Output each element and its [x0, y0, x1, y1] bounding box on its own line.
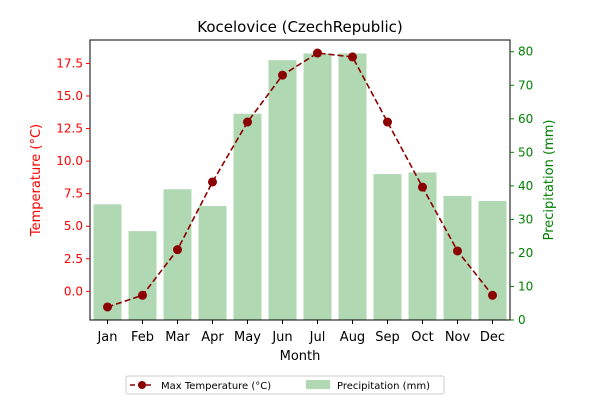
- left-tick-label: 10.0: [56, 154, 83, 168]
- y-axis-label-left: Temperature (°C): [29, 124, 44, 237]
- right-tick-label: 10: [518, 279, 533, 293]
- left-tick-label: 7.5: [64, 187, 83, 201]
- chart-title: Kocelovice (CzechRepublic): [197, 18, 403, 36]
- x-tick-label: May: [234, 330, 261, 345]
- right-tick-label: 80: [518, 45, 533, 59]
- x-tick-label: Feb: [131, 330, 154, 345]
- plot-frame: [89, 39, 511, 321]
- x-tick-label: Jun: [271, 330, 292, 345]
- x-tick-label: Apr: [201, 330, 224, 345]
- legend: Max Temperature (°C) Precipitation (mm): [125, 375, 445, 395]
- x-tick-label: Oct: [411, 330, 433, 345]
- bar-aug: [338, 53, 367, 320]
- legend-bar-swatch: [306, 380, 330, 389]
- bar-dec: [478, 200, 507, 320]
- temperature-point-jun: [278, 70, 287, 80]
- temperature-point-aug: [348, 52, 357, 62]
- temperature-point-jul: [313, 48, 322, 58]
- right-axis: 0 10 20 30 40 50 60 70 80: [510, 45, 533, 327]
- x-axis-label: Month: [280, 349, 321, 364]
- bar-jun: [268, 60, 297, 321]
- x-tick-label: Aug: [340, 330, 365, 345]
- x-tick-label: Jul: [309, 330, 326, 345]
- left-axis: 0.0 2.5 5.0 7.5 10.0 12.5 15.0 17.5: [56, 56, 90, 298]
- temperature-point-jan: [103, 302, 112, 312]
- bar-jul: [303, 53, 332, 320]
- right-tick-label: 40: [518, 179, 533, 193]
- bar-may: [233, 113, 262, 320]
- legend-label-temperature: Max Temperature (°C): [161, 381, 271, 392]
- right-tick-label: 60: [518, 112, 533, 126]
- bar-feb: [128, 231, 157, 320]
- legend-marker-swatch: [138, 381, 146, 389]
- x-tick-label: Sep: [375, 330, 400, 345]
- bar-apr: [198, 205, 227, 320]
- temperature-point-apr: [208, 177, 217, 187]
- temperature-point-nov: [453, 246, 462, 256]
- temperature-point-dec: [488, 290, 497, 300]
- bar-jan: [93, 204, 122, 320]
- temperature-line: [107, 52, 494, 308]
- bar-oct: [408, 172, 437, 320]
- right-tick-label: 50: [518, 145, 533, 159]
- right-tick-label: 20: [518, 246, 533, 260]
- x-tick-label: Jan: [96, 330, 117, 345]
- temperature-point-sep: [383, 117, 392, 127]
- line-layer: [103, 48, 497, 312]
- x-tick-label: Mar: [165, 330, 190, 345]
- bars-layer: [93, 53, 507, 321]
- left-tick-label: 5.0: [64, 219, 83, 233]
- right-tick-label: 0: [518, 313, 526, 327]
- temperature-point-feb: [138, 290, 147, 300]
- bar-nov: [443, 195, 472, 320]
- right-tick-label: 30: [518, 212, 533, 226]
- temperature-point-may: [243, 117, 252, 127]
- left-tick-label: 17.5: [56, 56, 83, 70]
- temperature-point-mar: [173, 245, 182, 255]
- left-tick-label: 2.5: [64, 252, 83, 266]
- temperature-point-oct: [418, 182, 427, 192]
- x-tick-label: Nov: [445, 330, 471, 345]
- legend-box: [125, 375, 445, 395]
- legend-label-precipitation: Precipitation (mm): [337, 381, 430, 392]
- y-axis-label-right: Precipitation (mm): [542, 120, 557, 241]
- left-tick-label: 0.0: [64, 284, 83, 298]
- left-tick-label: 12.5: [56, 122, 83, 136]
- x-tick-label: Dec: [480, 330, 505, 345]
- x-axis: Jan Feb Mar Apr May Jun Jul Aug Sep Oct Nov Dec: [96, 320, 505, 345]
- bar-sep: [373, 174, 402, 320]
- bar-mar: [163, 189, 192, 320]
- left-tick-label: 15.0: [56, 89, 83, 103]
- right-tick-label: 70: [518, 78, 533, 92]
